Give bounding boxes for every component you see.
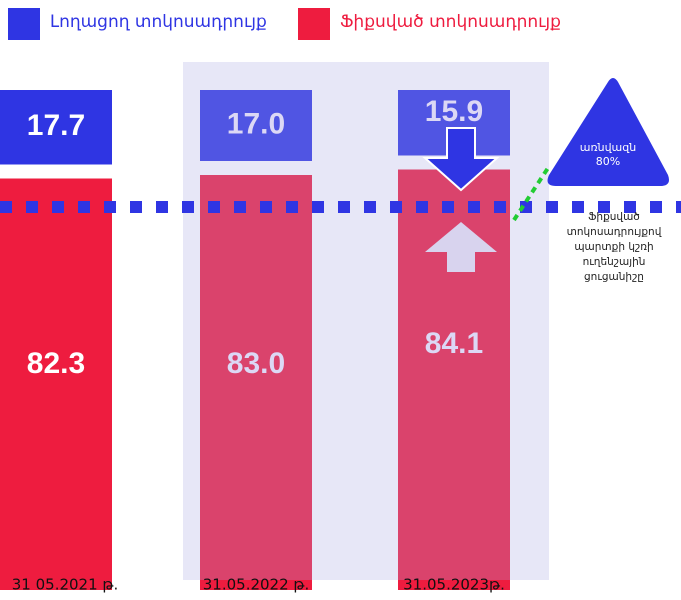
x-tick-label: 31.05.2022 թ. — [203, 576, 310, 594]
value-label: 84.1 — [425, 327, 483, 360]
x-tick-label: 31 05.2021 թ. — [12, 576, 119, 594]
up-arrow — [425, 222, 497, 272]
value-label: 17.7 — [27, 109, 85, 142]
bar-segment — [200, 90, 312, 161]
value-label: 17.0 — [227, 107, 285, 140]
target-label: առնվազն 80% — [580, 141, 636, 168]
target-triangle — [547, 78, 669, 186]
down-arrow — [422, 127, 500, 192]
legend-swatch — [8, 8, 40, 40]
bar-segment — [200, 175, 312, 590]
legend-label: Ֆիքսված տոկոսադրույք — [340, 12, 561, 32]
legend-swatch — [298, 8, 330, 40]
value-label: 15.9 — [425, 95, 483, 128]
value-label: 82.3 — [27, 347, 85, 380]
x-tick-label: 31.05.2023թ. — [403, 576, 505, 594]
highlight-panel — [183, 62, 549, 580]
value-label: 83.0 — [227, 347, 285, 380]
bar-segment — [0, 178, 112, 590]
target-note: Ֆիքսված տոկոսադրույքով պարտքի կշռի ուղենշայ… — [567, 211, 662, 283]
bar-segment — [0, 90, 112, 165]
legend-label: Լողացող տոկոսադրույք — [50, 12, 267, 32]
